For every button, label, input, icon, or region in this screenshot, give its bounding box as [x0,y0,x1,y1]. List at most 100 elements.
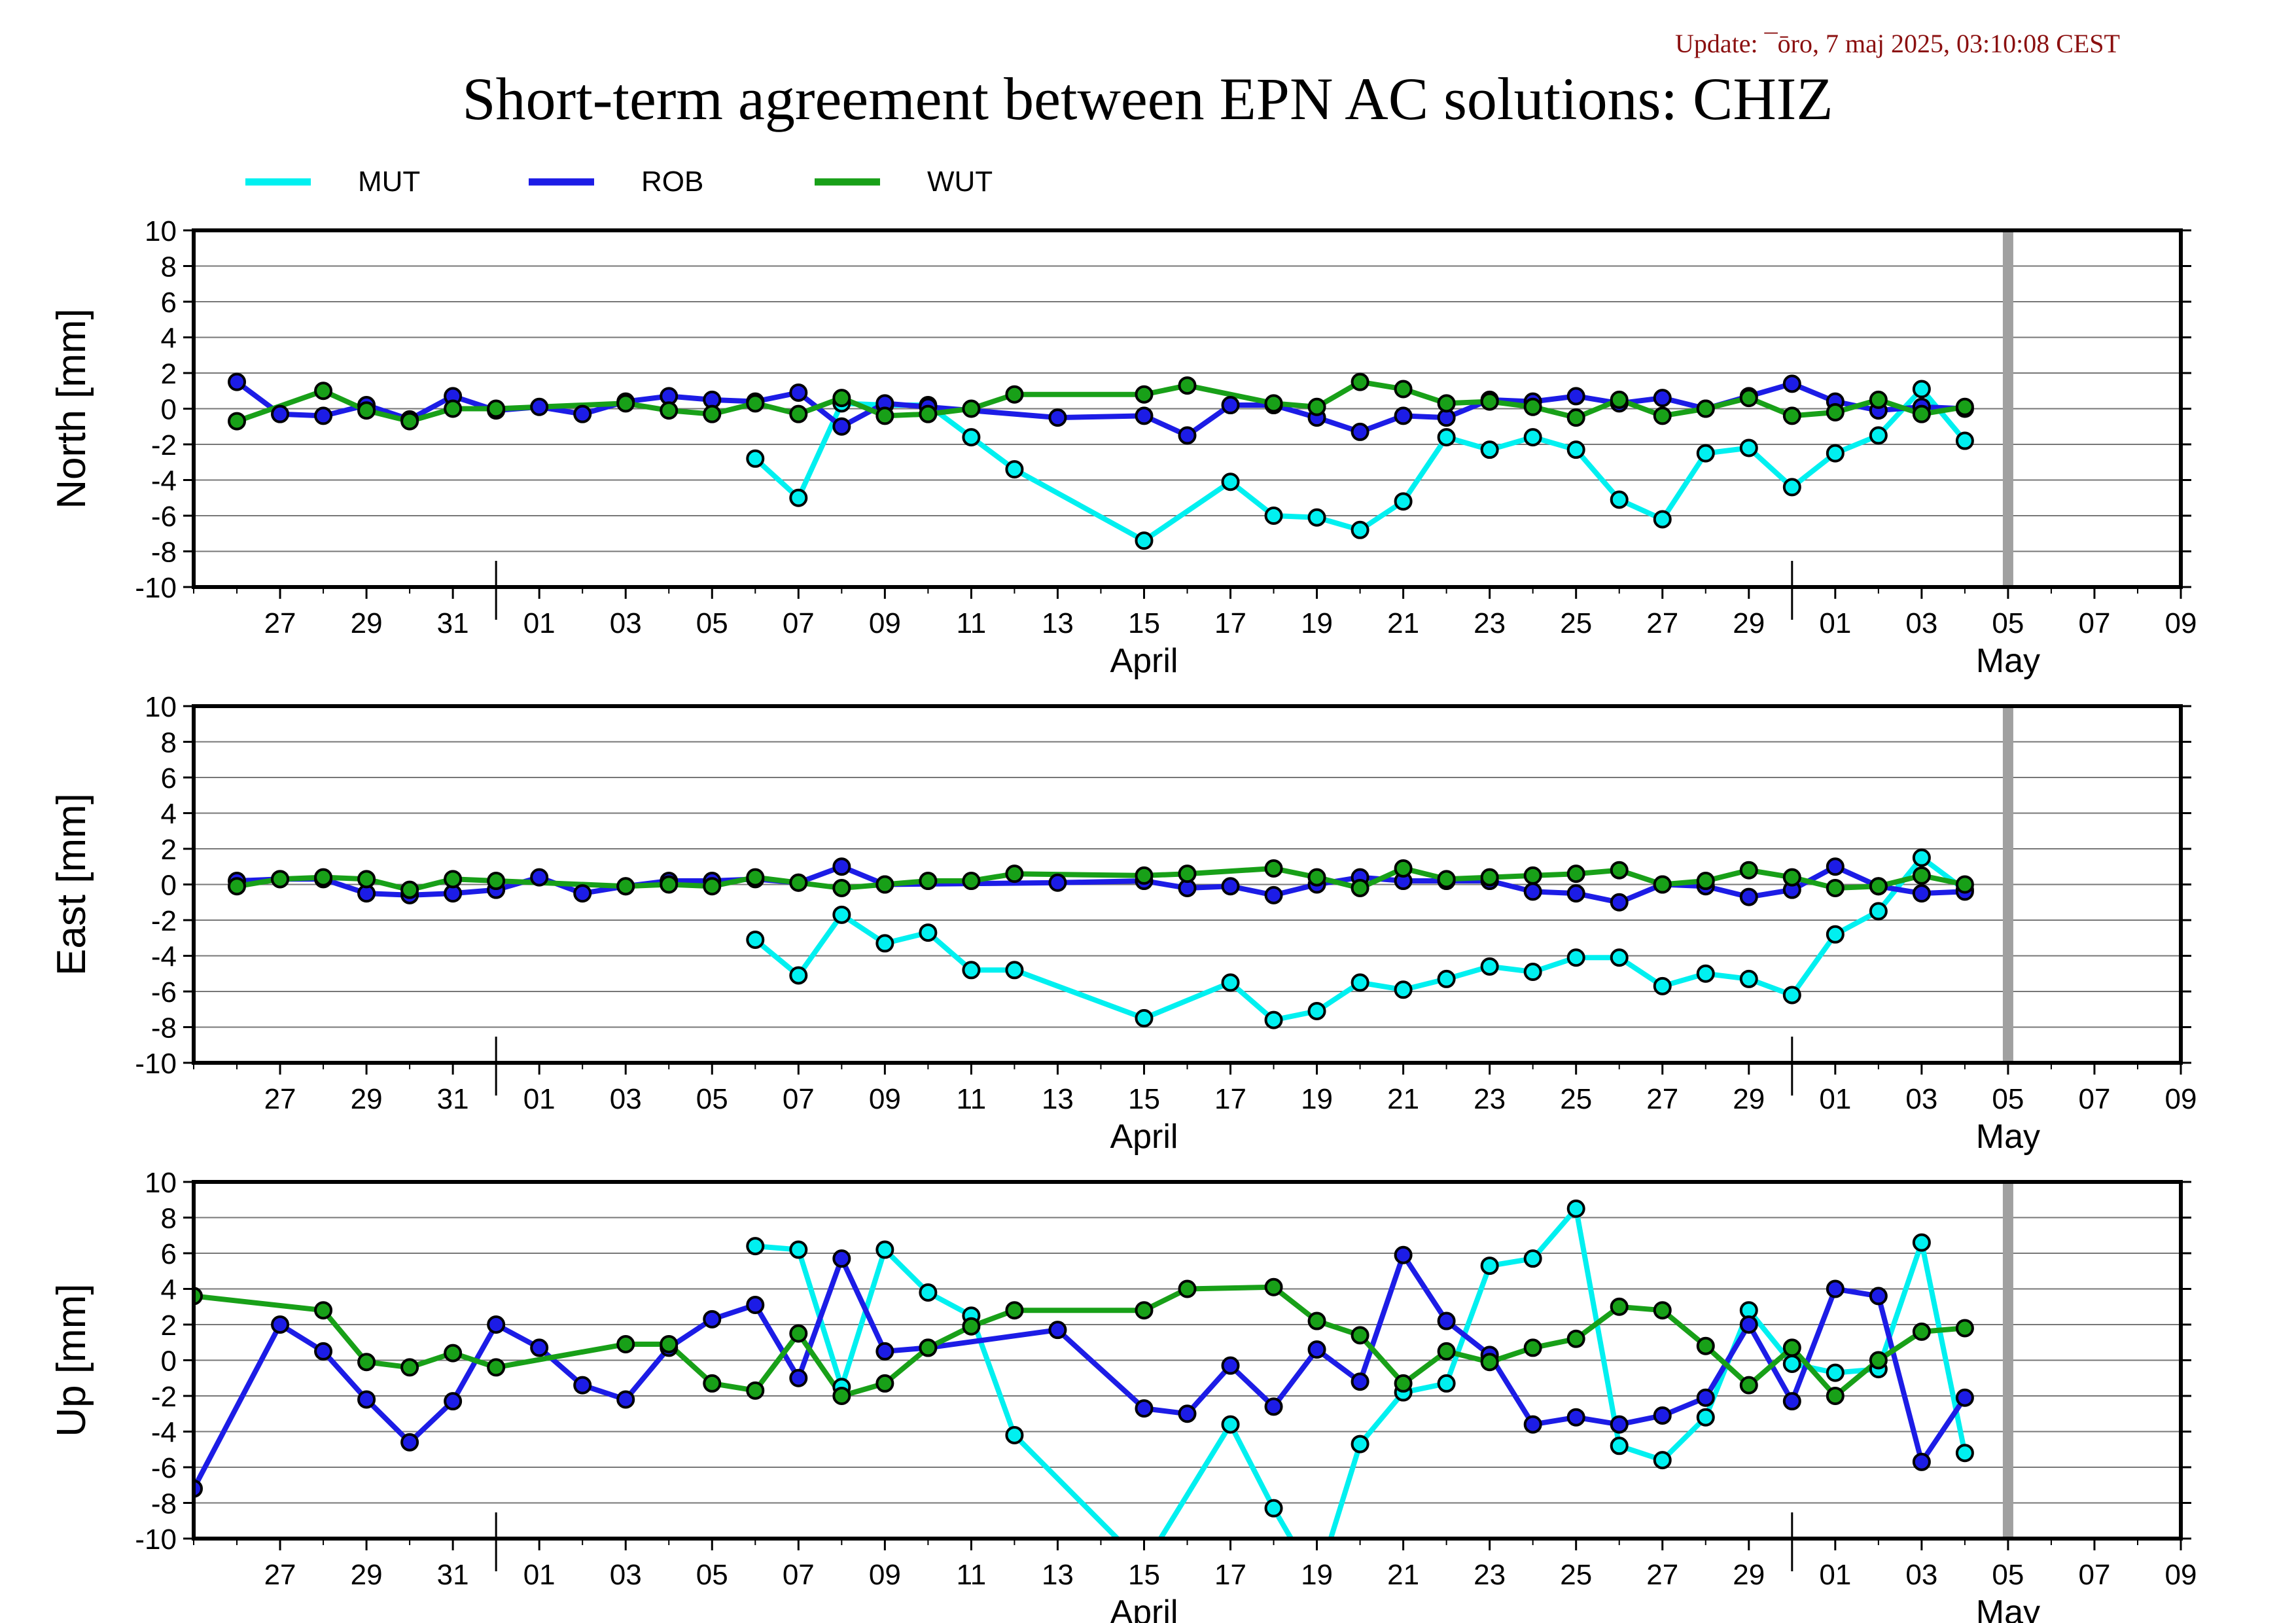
data-point-mut [1351,1435,1369,1454]
data-point-wut [789,1324,808,1343]
data-point-wut [1264,394,1283,413]
data-point-mut [1523,428,1542,447]
tick-label-x: 03 [610,1083,642,1115]
tick-label-x: 05 [696,1559,728,1591]
data-point-wut [1005,1301,1024,1320]
data-point-wut [1782,406,1801,425]
data-gap-bar [2002,230,2013,587]
data-point-mut [919,923,938,942]
tick-label-x: 29 [351,607,383,639]
data-point-wut [616,1334,635,1353]
data-point-wut [1826,878,1845,897]
axis-label-y: East [mm] [49,793,94,976]
data-point-rob [314,1342,333,1361]
data-point-wut [660,875,679,894]
tick-label-y: 0 [161,394,177,426]
tick-label-y: -2 [151,1381,177,1413]
data-point-wut [789,404,808,423]
data-point-wut [357,1353,376,1372]
data-point-mut [1566,1199,1585,1218]
data-point-wut [1178,1279,1197,1298]
data-point-wut [1005,865,1024,883]
tick-label-x: 29 [1733,607,1765,639]
data-point-rob [1826,857,1845,876]
data-point-rob [573,884,592,903]
data-point-rob [1221,877,1240,896]
tick-label-y: -4 [151,465,177,497]
data-point-mut [1135,1008,1154,1027]
data-point-mut [1523,963,1542,982]
data-point-wut [1955,875,1974,894]
data-point-rob [1696,1388,1715,1407]
tick-label-x: 07 [783,607,815,639]
data-point-wut [1394,1374,1413,1393]
data-point-wut [1394,859,1413,878]
data-point-wut [1523,866,1542,885]
tick-label-x: 13 [1042,607,1074,639]
data-point-mut [1739,438,1758,457]
data-point-wut [1005,385,1024,404]
data-point-wut [1610,1297,1629,1316]
data-point-wut [400,412,419,431]
data-point-rob [573,1376,592,1395]
series-line-rob [194,1252,1968,1490]
axis-label-y: Up [mm] [49,1283,94,1436]
data-point-rob [875,1342,894,1361]
tick-label-y: -6 [151,501,177,533]
data-point-wut [1869,390,1888,409]
month-label: April [1110,1118,1178,1156]
data-point-rob [746,1296,765,1315]
tick-label-x: 07 [2078,1559,2110,1591]
plot-frame [192,228,2183,589]
tick-label-y: -2 [151,429,177,461]
data-point-wut [487,399,506,418]
series-layer [228,848,1974,1029]
legend-label-mut: MUT [358,166,420,198]
tick-label-x: 01 [1819,1559,1851,1591]
data-point-rob [1048,873,1067,892]
data-point-mut [1005,1425,1024,1444]
data-point-rob [1264,885,1283,904]
tick-label-x: 07 [2078,607,2110,639]
data-point-mut [1782,478,1801,497]
data-point-wut [1394,380,1413,399]
data-point-mut [1869,426,1888,445]
data-point-mut [1566,948,1585,967]
data-point-wut [1437,394,1456,413]
data-point-wut [1782,868,1801,887]
data-point-wut [357,401,376,420]
tick-label-y: -10 [135,572,177,604]
data-point-wut [444,1344,463,1363]
data-point-wut [1826,1387,1845,1405]
data-point-rob [1135,1399,1154,1418]
data-point-rob [1566,387,1585,406]
data-point-wut [789,873,808,892]
data-point-wut [487,1358,506,1377]
data-point-wut [1653,1301,1672,1320]
data-point-rob [1523,882,1542,901]
data-point-mut [1221,473,1240,491]
tick-label-x: 07 [2078,1083,2110,1115]
tick-label-x: 27 [1646,1559,1678,1591]
tick-label-x: 25 [1560,1559,1592,1591]
tick-label-x: 09 [2165,1559,2197,1591]
data-point-mut [1307,508,1326,527]
data-point-wut [1739,1376,1758,1395]
data-point-wut [314,1301,333,1320]
tick-label-y: 2 [161,834,177,866]
data-point-mut [1696,964,1715,983]
data-point-rob [1307,1340,1326,1359]
tick-label-x: 09 [869,1559,901,1591]
data-point-wut [1696,872,1715,891]
data-point-rob [1739,1315,1758,1334]
legend: MUT ROB WUT [245,166,993,198]
data-point-mut [875,1240,894,1259]
data-point-wut [703,877,722,896]
data-point-wut [1955,397,1974,416]
data-point-wut [1351,878,1369,897]
data-point-wut [746,1381,765,1400]
data-point-mut [1351,520,1369,539]
data-point-wut [616,394,635,413]
data-point-wut [1264,859,1283,878]
data-point-mut [1955,431,1974,450]
